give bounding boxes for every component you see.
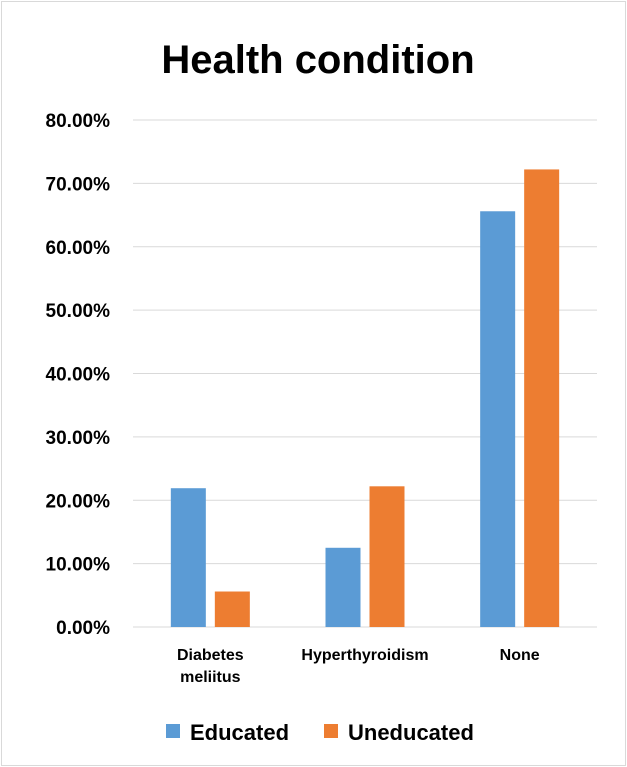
grid-layer: [133, 119, 597, 628]
legend-label-uneducated: Uneducated: [348, 720, 474, 745]
y-axis-tick-labels: 0.00% 10.00% 20.00% 30.00% 40.00% 50.00% 60.00…: [46, 111, 111, 639]
chart-title: Health condition: [161, 38, 474, 82]
y-tick-label: 70.00%: [46, 174, 111, 195]
legend-label-educated: Educated: [190, 720, 289, 745]
y-tick-label: 40.00%: [46, 365, 111, 386]
x-tick-label: Diabetes meliitus: [177, 647, 244, 686]
x-tick-label: None: [500, 647, 540, 664]
y-tick-label: 60.00%: [46, 238, 111, 259]
y-tick-label: 10.00%: [46, 555, 111, 576]
legend-swatch-uneducated: [324, 724, 338, 738]
bar-uneducated: [524, 169, 560, 627]
x-axis-tick-labels: Diabetes meliitus Hyperthyroidism None: [177, 647, 540, 686]
bars-layer: [170, 169, 560, 627]
bar-educated: [170, 488, 206, 627]
legend: Educated Uneducated: [166, 720, 474, 745]
bar-uneducated: [214, 591, 250, 627]
bar-educated: [325, 547, 361, 627]
y-tick-label: 20.00%: [46, 491, 111, 512]
y-tick-label: 50.00%: [46, 301, 111, 322]
y-tick-label: 80.00%: [46, 111, 111, 132]
bar-educated: [480, 211, 516, 627]
bar-uneducated: [369, 486, 405, 627]
y-tick-label: 0.00%: [56, 618, 110, 639]
y-tick-label: 30.00%: [46, 428, 111, 449]
x-tick-label: Hyperthyroidism: [301, 647, 428, 664]
legend-swatch-educated: [166, 724, 180, 738]
